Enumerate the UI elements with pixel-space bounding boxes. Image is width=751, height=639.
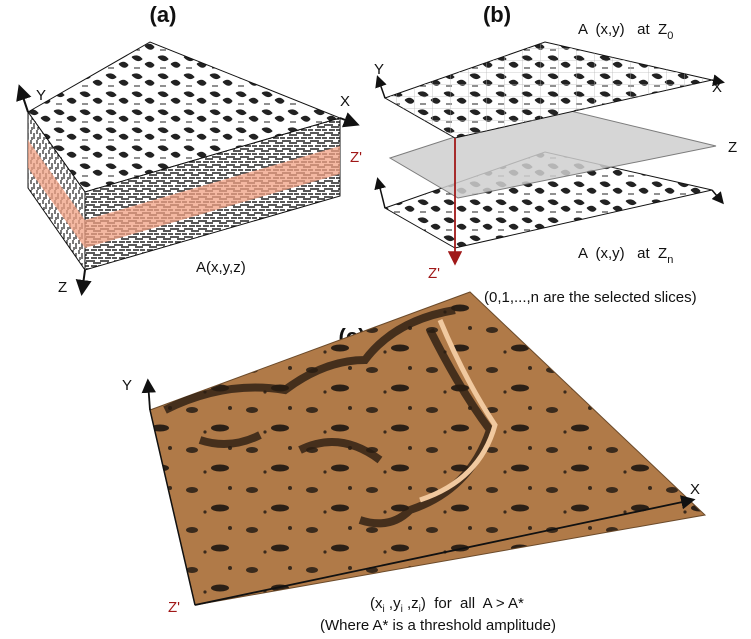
figure: (a) Y X Z' Z A(x,y,z) (b) Y X Z Z' A (x,… (0, 0, 751, 639)
label-text: A (x,y) at Z (578, 245, 667, 262)
axis (378, 78, 385, 98)
caption-part: ,z (403, 595, 419, 612)
axis-label: X (340, 93, 350, 110)
panel-b: (b) Y X Z Z' A (x,y) at Z0 A (x,y) at Zn… (374, 2, 737, 306)
axis (712, 190, 722, 202)
caption-part: ) for all A > A* (421, 595, 524, 612)
panel-c: (c) Y X Z' (xi ,yi ,zi) for all A > A* (… (122, 292, 705, 634)
axis-label: Y (374, 61, 384, 78)
caption-part: ,y (385, 595, 401, 612)
volume-label: A(x,y,z) (196, 259, 246, 276)
axis-label: X (712, 79, 722, 96)
surface (150, 292, 705, 605)
label-text: A (x,y) at Z (578, 21, 667, 38)
label-sub: 0 (667, 30, 673, 42)
axis-label: Z' (350, 149, 362, 166)
slice-label: A (x,y) at Z0 (578, 21, 673, 42)
axis-label: Y (122, 377, 132, 394)
slice-note: (0,1,...,n are the selected slices) (484, 289, 697, 306)
panel-a: (a) Y X Z' Z A(x,y,z) (20, 2, 362, 296)
axis (82, 270, 85, 292)
axis-label: Z (728, 139, 737, 156)
label-sub: n (667, 254, 673, 266)
axis-label: Z (58, 279, 67, 296)
caption-note: (Where A* is a threshold amplitude) (320, 617, 556, 634)
panel-title: (a) (150, 2, 177, 27)
axis-label: X (690, 481, 700, 498)
axis-label: Y (36, 87, 46, 104)
axis (340, 118, 356, 124)
axis-label: Z' (428, 265, 440, 282)
axis (20, 88, 28, 112)
axis (378, 180, 385, 208)
axis-label: Z' (168, 599, 180, 616)
panel-title: (b) (483, 2, 511, 27)
caption: (xi ,yi ,zi) for all A > A* (370, 595, 524, 615)
slice-label: A (x,y) at Zn (578, 245, 673, 266)
axis (148, 382, 150, 410)
caption-part: (x (370, 595, 383, 612)
